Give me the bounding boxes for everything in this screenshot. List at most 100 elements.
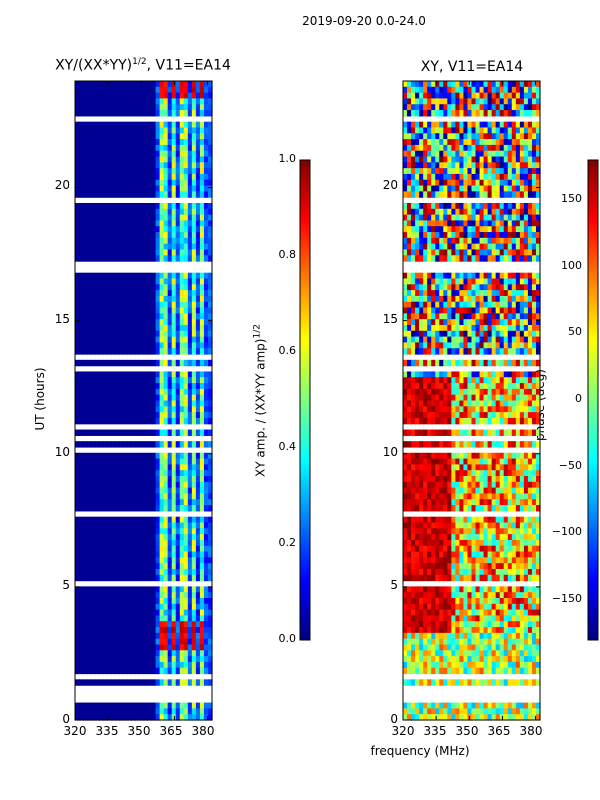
left-heatmap-cell [167, 516, 173, 524]
left-heatmap-cell [107, 586, 112, 593]
left-heatmap-cell [115, 371, 120, 378]
left-heatmap-cell [123, 348, 128, 355]
right-heatmap-cell [471, 278, 477, 285]
left-heatmap-cell [167, 481, 173, 489]
right-heatmap-cell [415, 156, 420, 163]
left-heatmap-cell [147, 284, 153, 291]
left-heatmap-cell [107, 615, 112, 622]
left-heatmap-cell [135, 452, 141, 460]
left-heatmap-cell [155, 202, 161, 210]
right-heatmap-cell [463, 121, 469, 129]
left-heatmap-cell [91, 592, 96, 599]
left-heatmap-cell [99, 394, 104, 402]
left-heatmap-cell [119, 464, 124, 471]
left-heatmap-cell [83, 377, 88, 384]
right-heatmap-cell [495, 394, 501, 402]
right-heatmap-cell [439, 342, 444, 349]
right-heatmap-cell [407, 284, 412, 291]
right-heatmap-cell [423, 371, 428, 378]
left-heatmap-cell [203, 144, 209, 152]
left-heatmap-cell [95, 179, 100, 187]
right-heatmap-cell [475, 313, 481, 320]
left-heatmap-cell [155, 714, 161, 721]
left-heatmap-cell [175, 400, 181, 407]
left-heatmap-cell [163, 702, 169, 709]
left-heatmap-cell [79, 301, 84, 309]
left-heatmap-cell [123, 255, 128, 262]
right-cbar-tick: 0 [575, 392, 582, 405]
left-heatmap-cell [143, 615, 149, 622]
left-heatmap-cell [123, 359, 128, 367]
left-heatmap-cell [175, 202, 181, 210]
left-heatmap-cell [159, 609, 165, 617]
left-heatmap-cell [119, 144, 124, 152]
right-heatmap-cell [483, 272, 489, 280]
right-heatmap-cell [447, 324, 452, 332]
right-heatmap-cell [423, 104, 428, 111]
left-heatmap-cell [79, 592, 84, 599]
right-heatmap-cell [435, 150, 440, 158]
left-heatmap-cell [83, 214, 88, 222]
left-heatmap-cell [187, 313, 193, 320]
left-heatmap-cell [91, 661, 96, 669]
left-heatmap-cell [135, 156, 141, 163]
left-heatmap-cell [111, 551, 116, 558]
right-heatmap-cell [415, 220, 420, 227]
left-heatmap-cell [143, 516, 149, 524]
left-heatmap-cell [163, 545, 169, 553]
left-heatmap-cell [163, 388, 169, 396]
left-heatmap-cell [175, 220, 181, 227]
right-heatmap-cell [459, 377, 465, 384]
left-heatmap-cell [135, 499, 141, 506]
left-heatmap-cell [79, 464, 84, 471]
left-heatmap-cell [119, 586, 124, 593]
right-heatmap-cell [483, 191, 489, 198]
left-heatmap-cell [159, 505, 165, 512]
left-heatmap-cell [171, 278, 177, 285]
left-heatmap-cell [111, 348, 116, 355]
right-heatmap-cell [419, 202, 424, 210]
left-heatmap-cell [155, 545, 161, 553]
right-heatmap-cell [519, 214, 525, 222]
right-heatmap-cell [535, 278, 541, 285]
left-heatmap-cell [183, 667, 189, 675]
right-heatmap-cell [403, 81, 408, 88]
right-heatmap-cell [535, 272, 541, 280]
left-heatmap-cell [175, 313, 181, 320]
left-heatmap-cell [199, 493, 205, 500]
left-heatmap-cell [155, 272, 161, 280]
right-heatmap-cell [411, 319, 416, 326]
left-heatmap-cell [139, 603, 145, 611]
right-heatmap-cell [471, 220, 477, 227]
right-heatmap-cell [427, 150, 432, 158]
right-heatmap-cell [487, 342, 493, 349]
left-heatmap-cell [115, 191, 120, 198]
right-heatmap-cell [431, 139, 436, 146]
left-heatmap-cell [207, 121, 213, 129]
left-heatmap-cell [191, 173, 197, 181]
right-heatmap-cell [491, 295, 497, 303]
left-heatmap-cell [195, 359, 201, 367]
left-heatmap-cell [83, 615, 88, 622]
left-heatmap-cell [111, 255, 116, 262]
right-heatmap-cell [487, 278, 493, 285]
left-heatmap-cell [79, 383, 84, 390]
right-heatmap-cell [479, 110, 485, 117]
right-heatmap-cell [439, 139, 444, 146]
right-heatmap-cell [463, 208, 469, 216]
left-heatmap-cell [175, 394, 181, 402]
right-heatmap-cell [507, 313, 513, 320]
left-heatmap-cell [99, 313, 104, 320]
left-heatmap-cell [187, 458, 193, 465]
left-heatmap-cell [199, 563, 205, 570]
left-heatmap-cell [123, 278, 128, 285]
left-heatmap-cell [95, 545, 100, 553]
left-heatmap-cell [179, 470, 185, 477]
left-heatmap-cell [163, 429, 169, 436]
right-heatmap-cell [515, 278, 521, 285]
left-heatmap-cell [119, 598, 124, 605]
left-heatmap-cell [79, 615, 84, 622]
right-heatmap-cell [415, 278, 420, 285]
right-heatmap-cell [431, 98, 436, 105]
left-heatmap-cell [139, 133, 145, 140]
